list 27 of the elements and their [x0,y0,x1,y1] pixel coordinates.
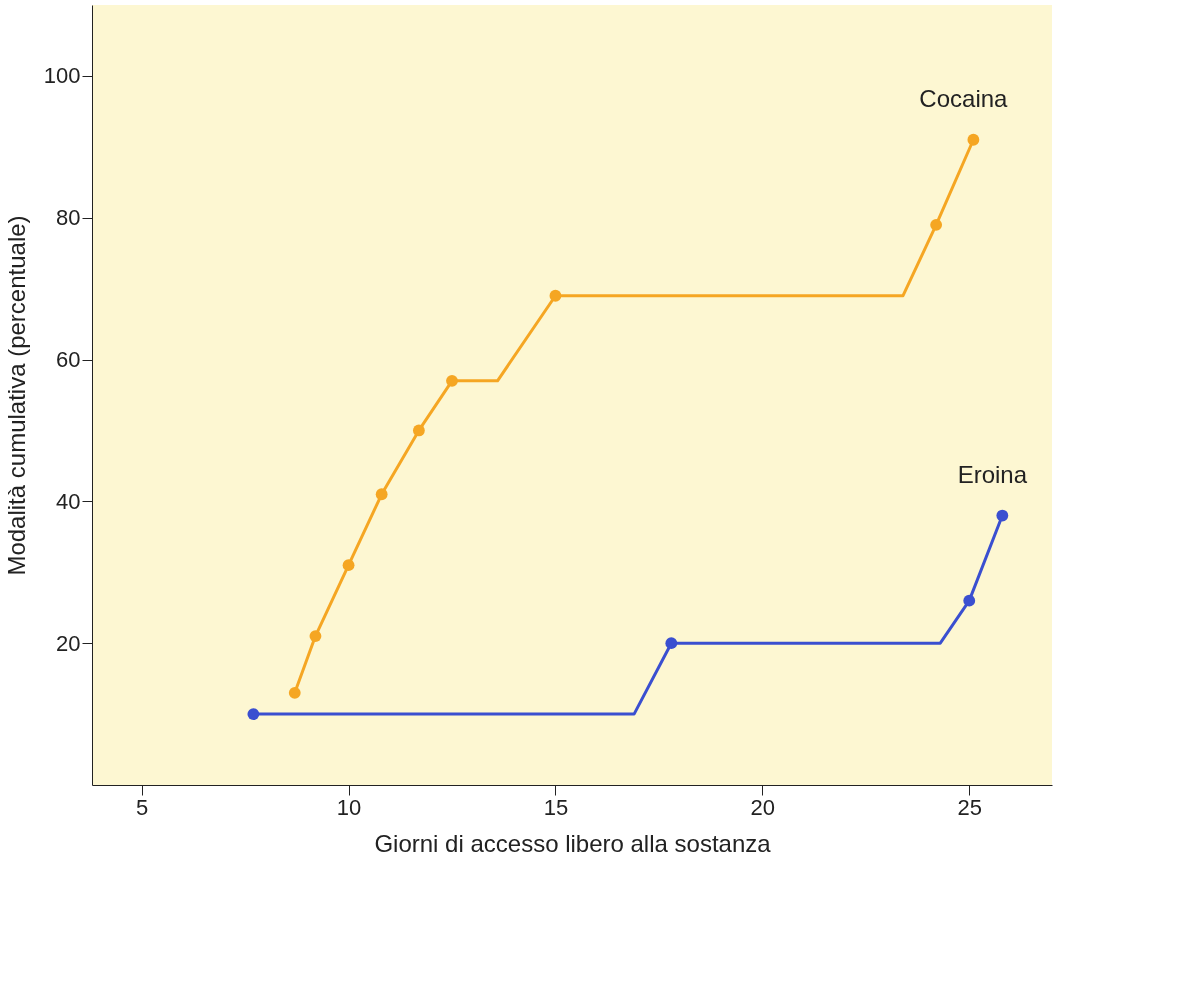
x-tick-label: 20 [750,794,776,820]
point [412,424,425,437]
y-tick-label: 60 [56,347,81,373]
y-axis-title: Modalità cumulativa (percentuale) [2,215,30,576]
point [375,488,388,501]
point [446,374,458,387]
x-tick-label: 15 [543,794,569,820]
point [930,218,943,231]
point [665,637,678,650]
point [996,509,1009,522]
x-tick-label: 5 [136,794,149,820]
series-label: Eroina [957,460,1028,488]
point [309,630,322,642]
series-label: Cocaina [919,84,1009,112]
point [342,559,355,572]
point [288,686,301,699]
point [963,594,976,607]
point [549,289,562,302]
x-axis-title: Giorni di accesso libero alla sostanza [374,829,772,857]
x-tick-label: 25 [957,794,982,820]
y-tick-label: 100 [43,63,81,89]
point [247,708,260,720]
point [967,133,980,146]
x-tick-label: 10 [336,794,362,820]
y-tick-label: 20 [56,630,81,656]
y-tick-label: 80 [56,205,81,231]
y-tick-label: 40 [56,488,81,514]
